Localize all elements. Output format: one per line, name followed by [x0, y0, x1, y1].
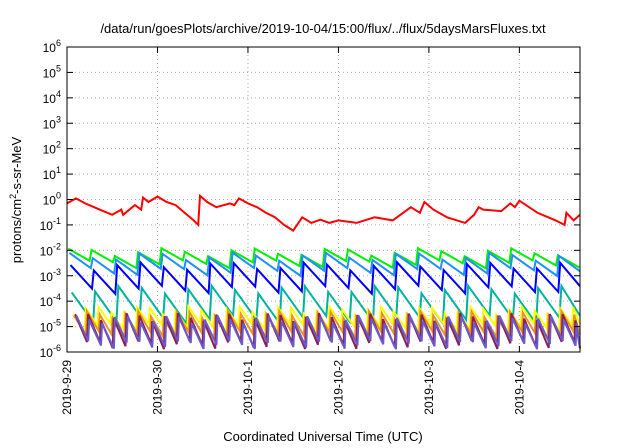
y-tick-label: 101	[43, 165, 61, 182]
y-tick-label: 102	[43, 140, 61, 157]
series-line-0	[66, 193, 581, 232]
x-tick-label: 2019-10-3	[422, 360, 436, 415]
y-tick-label: 103	[43, 114, 61, 131]
y-axis-ticks: 106 105 104 103 102 101 100 10-1 10-2 10-3 10-4 10-…	[40, 38, 580, 360]
y-tick-label: 10-6	[40, 343, 61, 360]
x-axis-ticks: 2019-9-29 2019-9-30 2019-10-1 2019-10-2 2019…	[60, 47, 526, 415]
series-line-8	[75, 315, 581, 350]
y-tick-label: 10-1	[40, 216, 61, 233]
y-tick-label: 106	[43, 38, 61, 55]
y-tick-label: 10-4	[40, 292, 61, 309]
y-tick-label: 10-5	[40, 318, 61, 335]
y-tick-label: 105	[43, 63, 61, 80]
chart-title: /data/run/goesPlots/archive/2019-10-04/1…	[100, 21, 546, 36]
series-line-5	[72, 303, 581, 335]
x-tick-label: 2019-9-30	[150, 360, 164, 415]
x-tick-label: 2019-10-2	[331, 360, 345, 415]
x-tick-label: 2019-10-1	[241, 360, 255, 415]
series-line-4	[70, 282, 581, 327]
x-tick-label: 2019-10-4	[512, 360, 526, 415]
x-tick-label: 2019-9-29	[60, 360, 74, 415]
series-line-1	[67, 246, 580, 271]
y-tick-label: 10-3	[40, 267, 61, 284]
x-axis-label: Coordinated Universal Time (UTC)	[223, 429, 422, 444]
series-line-6	[73, 307, 581, 343]
series-line-3	[69, 259, 581, 297]
series-line-2	[68, 250, 581, 278]
series-group	[66, 193, 581, 350]
y-axis-label: protons/cm2-s-sr-MeV	[8, 136, 24, 263]
y-tick-label: 100	[43, 191, 61, 208]
y-tick-label: 104	[43, 89, 61, 106]
y-tick-label: 10-2	[40, 241, 61, 258]
